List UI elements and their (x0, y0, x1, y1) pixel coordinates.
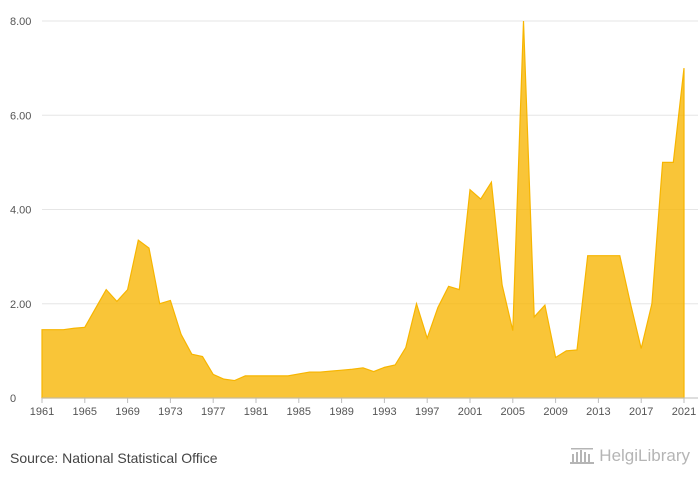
x-axis-ticks: 1961 1965 1969 1973 1977 1981 1985 1989 1993 1997… (30, 398, 696, 418)
y-tick-label: 6.00 (10, 110, 31, 122)
x-tick-label: 1997 (415, 406, 439, 418)
x-tick-label: 1985 (287, 406, 311, 418)
x-tick-label: 1961 (30, 406, 54, 418)
library-building-icon (570, 448, 595, 464)
x-tick-label: 2001 (458, 406, 482, 418)
x-tick-label: 1969 (115, 406, 139, 418)
x-tick-label: 1965 (73, 406, 97, 418)
x-tick-label: 1973 (158, 406, 182, 418)
area-chart: 02.004.006.008.00 1961 1965 1969 1973 1977 19… (10, 16, 698, 418)
x-tick-label: 2021 (672, 406, 696, 418)
x-tick-label: 1981 (244, 406, 268, 418)
helgi-library-logo[interactable]: HelgiLibrary (569, 446, 690, 466)
x-tick-label: 1977 (201, 406, 225, 418)
y-tick-label: 4.00 (10, 205, 31, 217)
data-area (41, 20, 685, 399)
x-tick-label: 2013 (586, 406, 610, 418)
x-tick-label: 2005 (501, 406, 525, 418)
series-area (41, 20, 685, 399)
source-note: Source: National Statistical Office (10, 450, 218, 466)
x-tick-label: 2017 (629, 406, 653, 418)
y-axis-ticks: 0 2.00 4.00 6.00 8.00 (10, 16, 31, 405)
y-tick-label: 8.00 (10, 16, 31, 28)
x-tick-label: 1989 (329, 406, 353, 418)
logo-text: HelgiLibrary (599, 446, 690, 465)
chart-footer: Source: National Statistical Office Helg… (0, 440, 700, 483)
x-tick-label: 2009 (543, 406, 567, 418)
y-tick-label: 2.00 (10, 299, 31, 311)
y-tick-label: 0 (10, 393, 16, 405)
x-tick-label: 1993 (372, 406, 396, 418)
